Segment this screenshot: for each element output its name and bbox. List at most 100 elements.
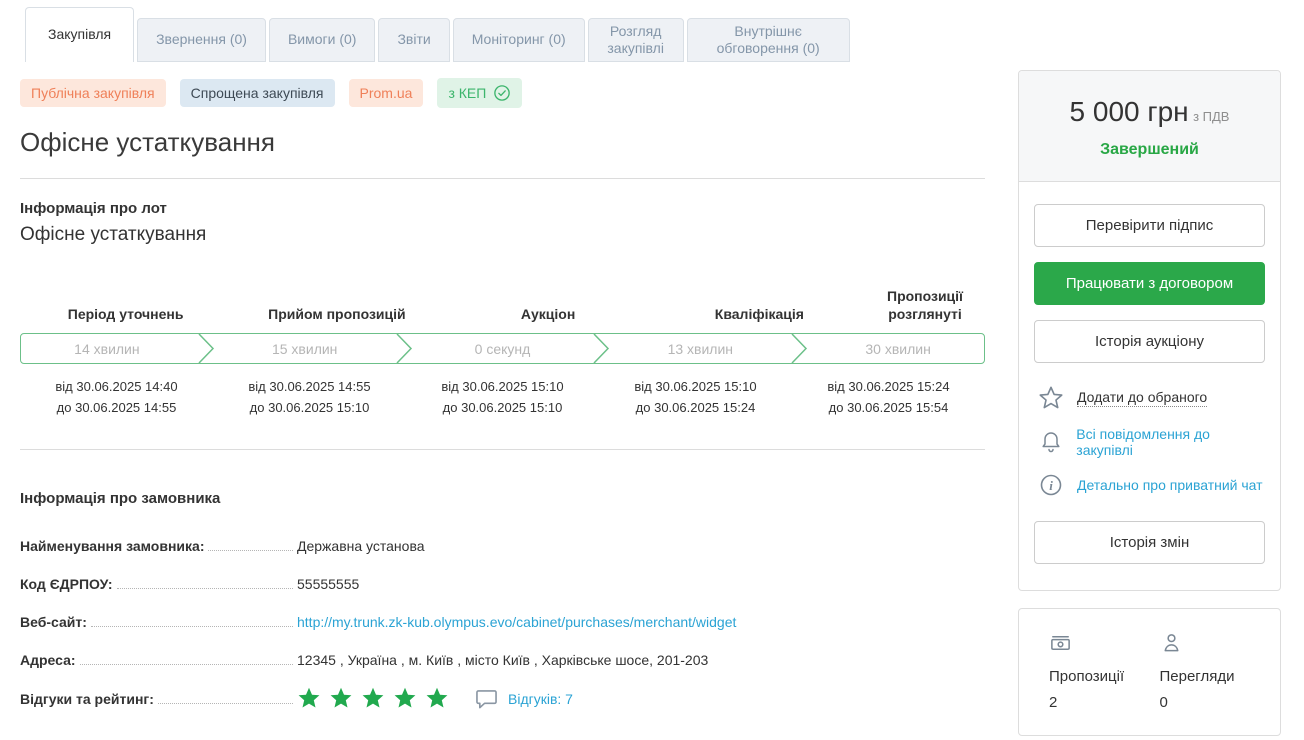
tab-rozghliad-zakupivli[interactable]: Розгляд закупівлі	[587, 18, 684, 62]
timeline-stage-dates: від 30.06.2025 15:10 до 30.06.2025 15:10	[406, 377, 599, 419]
field-website: Веб-сайт: http://my.trunk.zk-kub.olympus…	[20, 614, 985, 630]
tab-monitorynh[interactable]: Моніторинг (0)	[452, 18, 585, 62]
stat-value: 2	[1049, 694, 1058, 711]
date-to: до 30.06.2025 15:24	[635, 399, 756, 415]
star-icon	[425, 686, 449, 713]
link-label: Детально про приватний чат	[1077, 477, 1263, 493]
field-label: Відгуки та рейтинг:	[20, 691, 154, 708]
reviews-link[interactable]: Відгуків: 7	[508, 691, 573, 708]
date-from: від 30.06.2025 14:55	[248, 379, 371, 394]
dotted-leader	[157, 691, 293, 705]
tab-vymohy[interactable]: Вимоги (0)	[268, 18, 376, 62]
dotted-leader	[116, 576, 293, 589]
stats-card: Пропозиції 2 Перегляди 0	[1018, 608, 1281, 736]
stat-value: 0	[1159, 694, 1168, 711]
tab-vnutrishnie-obhovorennia[interactable]: Внутрішнє обговорення (0)	[686, 18, 850, 62]
timeline-stage-duration: 14 хвилин	[74, 340, 140, 357]
procurement-timeline: Період уточнень Прийом пропозицій Аукціо…	[20, 288, 985, 419]
field-label: Адреса:	[20, 651, 76, 668]
tab-zvernennia[interactable]: Звернення (0)	[137, 18, 266, 62]
field-label: Код ЄДРПОУ:	[20, 575, 113, 592]
timeline-stage-title: Аукціон	[520, 305, 576, 322]
field-edrpou: Код ЄДРПОУ: 55555555	[20, 576, 985, 592]
link-label: Всі повідомлення до закупівлі	[1076, 426, 1210, 458]
tab-zvity[interactable]: Звіти	[378, 18, 450, 62]
timeline-stage-title: Кваліфікація	[714, 305, 804, 322]
dotted-leader	[90, 614, 293, 627]
work-with-contract-button[interactable]: Працювати з договором	[1034, 262, 1265, 305]
date-to: до 30.06.2025 14:55	[56, 399, 177, 415]
badge-simplified-procurement: Спрощена закупівля	[179, 79, 335, 107]
field-address: Адреса: 12345 , Україна , м. Київ , міст…	[20, 652, 985, 668]
chevron-right-icon	[588, 334, 614, 363]
person-icon	[1160, 631, 1183, 654]
stat-label: Пропозиції	[1049, 668, 1125, 685]
all-notifications-link[interactable]: Всі повідомлення до закупівлі	[1038, 426, 1265, 458]
badge-kep: з КЕП	[437, 78, 523, 108]
field-value: Державна установа	[297, 537, 425, 554]
timeline-headers: Період уточнень Прийом пропозицій Аукціо…	[20, 288, 985, 323]
timeline-stage-duration: 0 секунд	[474, 340, 531, 357]
add-to-favorites-link[interactable]: Додати до обраного	[1038, 385, 1265, 411]
field-label: Веб-сайт:	[20, 613, 87, 630]
page-title: Офісне устаткування	[20, 127, 275, 157]
tab-zakupivlia[interactable]: Закупівля	[25, 7, 135, 62]
date-to: до 30.06.2025 15:10	[249, 399, 370, 415]
chevron-right-icon	[391, 334, 417, 363]
field-customer-name: Найменування замовника: Державна установ…	[20, 538, 985, 554]
date-from: від 30.06.2025 15:10	[634, 379, 757, 394]
tab-bar: Закупівля Звернення (0) Вимоги (0) Звіти…	[0, 0, 1304, 62]
field-label: Найменування замовника:	[20, 537, 205, 554]
star-icon	[393, 686, 417, 713]
lot-section-title: Інформація про лот	[20, 200, 167, 217]
star-icon	[361, 686, 385, 713]
timeline-stage-duration: 15 хвилин	[271, 340, 338, 357]
date-from: від 30.06.2025 14:40	[55, 379, 178, 394]
banknote-icon	[1049, 631, 1072, 654]
svg-text:i: i	[1049, 478, 1053, 493]
field-value: 55555555	[297, 575, 360, 592]
status-badge: Завершений	[1100, 141, 1199, 158]
divider	[20, 178, 985, 179]
timeline-stage-dates: від 30.06.2025 14:40 до 30.06.2025 14:55	[20, 377, 213, 419]
timeline-bar: 14 хвилин 15 хвилин 0 секунд 13 хвилин 3…	[20, 333, 985, 364]
auction-history-button[interactable]: Історія аукціону	[1034, 320, 1265, 363]
website-link[interactable]: http://my.trunk.zk-kub.olympus.evo/cabin…	[297, 613, 737, 630]
date-from: від 30.06.2025 15:24	[827, 379, 950, 394]
summary-card: 5 000 грн з ПДВ Завершений Перевірити пі…	[1018, 70, 1281, 591]
timeline-stage-title: Прийом пропозицій	[268, 305, 406, 322]
sidebar-links: Додати до обраного Всі повідомлення до з…	[1038, 385, 1265, 497]
badge-prom-ua: Prom.ua	[348, 79, 424, 107]
change-history-button[interactable]: Історія змін	[1034, 521, 1265, 564]
timeline-dates: від 30.06.2025 14:40 до 30.06.2025 14:55…	[20, 377, 985, 419]
timeline-stage-dates: від 30.06.2025 15:24 до 30.06.2025 15:54	[792, 377, 985, 419]
divider	[20, 448, 985, 450]
timeline-stage-dates: від 30.06.2025 14:55 до 30.06.2025 15:10	[213, 377, 406, 419]
date-from: від 30.06.2025 15:10	[441, 379, 564, 394]
lot-name: Офісне устаткування	[20, 224, 207, 245]
field-rating: Відгуки та рейтинг: Відгуків: 7	[20, 686, 985, 713]
field-value: 12345 , Україна , м. Київ , місто Київ ,…	[297, 651, 709, 668]
verify-signature-button[interactable]: Перевірити підпис	[1034, 204, 1265, 247]
info-icon: i	[1038, 473, 1064, 497]
timeline-stage-title: Період уточнень	[67, 305, 184, 322]
vat-note: з ПДВ	[1193, 109, 1230, 124]
main-content: Публічна закупівля Спрощена закупівля Pr…	[20, 62, 985, 740]
badge-public-procurement: Публічна закупівля	[20, 79, 166, 107]
stat-views: Перегляди 0	[1160, 631, 1271, 711]
check-circle-icon	[493, 84, 511, 102]
chevron-right-icon	[786, 334, 812, 363]
badge-row: Публічна закупівля Спрощена закупівля Pr…	[20, 78, 985, 108]
price-value: 5 000 грн	[1069, 96, 1189, 127]
timeline-stage-duration: 13 хвилин	[667, 340, 734, 357]
private-chat-info-link[interactable]: i Детально про приватний чат	[1038, 473, 1265, 497]
dotted-leader	[208, 538, 293, 551]
sidebar: 5 000 грн з ПДВ Завершений Перевірити пі…	[1018, 62, 1281, 740]
stat-proposals: Пропозиції 2	[1049, 631, 1160, 711]
star-icon	[1038, 385, 1064, 411]
timeline-stage-dates: від 30.06.2025 15:10 до 30.06.2025 15:24	[599, 377, 792, 419]
date-to: до 30.06.2025 15:54	[828, 399, 949, 415]
dotted-leader	[79, 652, 293, 665]
link-label: Додати до обраного	[1077, 389, 1208, 407]
